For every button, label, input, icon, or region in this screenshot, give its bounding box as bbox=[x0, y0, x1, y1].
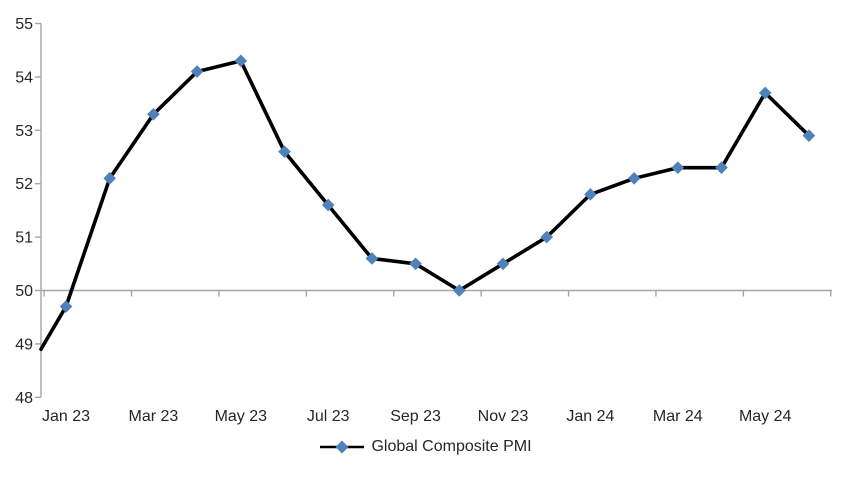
data-point-marker bbox=[321, 198, 335, 212]
x-tick-label: Jan 23 bbox=[42, 408, 90, 425]
data-point-marker bbox=[496, 257, 510, 271]
data-point-marker bbox=[452, 284, 466, 297]
data-point-marker bbox=[540, 230, 554, 244]
data-point-marker bbox=[671, 161, 685, 174]
y-tick-label: 55 bbox=[15, 16, 33, 33]
data-point-marker bbox=[627, 172, 641, 185]
data-point-marker bbox=[409, 257, 422, 271]
data-point-marker bbox=[147, 107, 160, 121]
x-tick-label: Mar 24 bbox=[653, 408, 703, 425]
data-point-marker bbox=[103, 172, 117, 185]
y-tick-label: 51 bbox=[15, 230, 33, 247]
x-tick-label: Nov 23 bbox=[478, 408, 529, 425]
y-tick-label: 53 bbox=[15, 123, 33, 140]
y-tick-label: 50 bbox=[15, 283, 33, 300]
legend: Global Composite PMI bbox=[0, 438, 852, 455]
y-tick-label: 52 bbox=[15, 176, 33, 193]
data-point-marker bbox=[584, 188, 597, 201]
x-tick-label: Sep 23 bbox=[390, 408, 441, 425]
series-line bbox=[39, 59, 811, 351]
data-point-marker bbox=[715, 161, 728, 174]
y-tick-label: 48 bbox=[15, 390, 33, 407]
y-tick-label: 49 bbox=[15, 336, 33, 353]
data-point-marker bbox=[278, 145, 291, 158]
data-point-marker bbox=[234, 54, 248, 68]
data-point-marker bbox=[190, 65, 204, 78]
x-tick-label: Jan 24 bbox=[566, 408, 614, 425]
x-tick-label: Jul 23 bbox=[307, 408, 350, 425]
y-tick-label: 54 bbox=[15, 69, 33, 86]
data-point-marker bbox=[59, 300, 73, 313]
x-tick-label: May 23 bbox=[215, 408, 268, 425]
legend-label: Global Composite PMI bbox=[371, 438, 532, 455]
legend-line-marker-icon bbox=[320, 440, 365, 454]
data-point-marker bbox=[758, 86, 772, 100]
data-point-marker bbox=[802, 129, 816, 142]
x-tick-label: May 24 bbox=[739, 408, 792, 425]
x-tick-label: Mar 23 bbox=[129, 408, 179, 425]
data-point-marker bbox=[365, 252, 379, 265]
